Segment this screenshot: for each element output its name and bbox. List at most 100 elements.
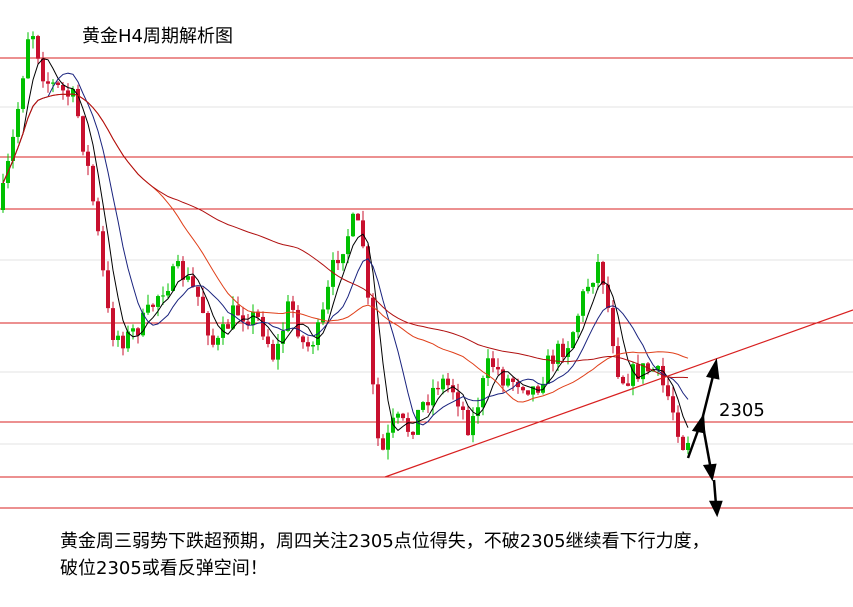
candle-body bbox=[466, 409, 470, 436]
candle-body bbox=[206, 313, 210, 336]
candle-body bbox=[296, 309, 300, 337]
candle-body bbox=[256, 311, 260, 317]
candle-body bbox=[346, 236, 350, 255]
candle-body bbox=[521, 387, 525, 391]
candle-body bbox=[451, 385, 455, 393]
candle-body bbox=[511, 378, 515, 382]
candle-body bbox=[56, 82, 60, 85]
candle-body bbox=[576, 315, 580, 333]
arrows bbox=[686, 358, 723, 518]
candle-body bbox=[616, 346, 620, 377]
candle-body bbox=[436, 387, 440, 390]
candle-body bbox=[91, 165, 95, 202]
candle-body bbox=[586, 286, 590, 292]
candle-body bbox=[251, 311, 255, 326]
candle-body bbox=[161, 295, 165, 297]
candle-body bbox=[551, 355, 555, 364]
candle-body bbox=[631, 364, 635, 386]
candle-body bbox=[376, 384, 380, 439]
candle-body bbox=[181, 261, 185, 280]
candle-body bbox=[476, 407, 480, 417]
candle-body bbox=[446, 378, 450, 386]
candle-body bbox=[556, 343, 560, 364]
candle-body bbox=[341, 254, 345, 264]
candle-body bbox=[101, 231, 105, 271]
candle-body bbox=[626, 383, 630, 386]
candle-body bbox=[1, 183, 5, 210]
candle-body bbox=[241, 315, 245, 322]
candle-body bbox=[76, 88, 80, 117]
candle-body bbox=[666, 385, 670, 397]
candle-body bbox=[461, 406, 465, 410]
candle-body bbox=[541, 383, 545, 393]
candle-body bbox=[431, 387, 435, 406]
candle-body bbox=[126, 331, 130, 349]
candle-body bbox=[96, 201, 100, 232]
candle-body bbox=[266, 336, 270, 345]
candle-body bbox=[196, 286, 200, 297]
candle-body bbox=[561, 343, 565, 358]
candle-body bbox=[596, 261, 600, 283]
candle-body bbox=[496, 366, 500, 370]
candle-body bbox=[186, 276, 190, 280]
candle-body bbox=[311, 344, 315, 347]
candle-body bbox=[291, 301, 295, 310]
candle-body bbox=[301, 336, 305, 343]
candle-body bbox=[406, 418, 410, 432]
footer-text: 破位2305或看反弹空间！ bbox=[60, 558, 268, 579]
candle-body bbox=[201, 296, 205, 314]
candle-body bbox=[351, 213, 355, 237]
candle-body bbox=[216, 337, 220, 345]
candle-body bbox=[121, 335, 125, 349]
candle-body bbox=[606, 284, 610, 309]
level-label: 2305 bbox=[719, 400, 765, 421]
candle-body bbox=[516, 381, 520, 388]
ma-line bbox=[2, 72, 689, 426]
candle-body bbox=[41, 58, 45, 82]
candle-body bbox=[81, 116, 85, 152]
ma-line bbox=[2, 93, 689, 379]
candle-body bbox=[381, 438, 385, 450]
candle-body bbox=[156, 296, 160, 307]
candle-body bbox=[176, 261, 180, 267]
candle-body bbox=[131, 328, 135, 332]
candle-body bbox=[526, 390, 530, 395]
trend-line bbox=[384, 309, 853, 478]
candle-body bbox=[686, 442, 690, 450]
candle-body bbox=[591, 282, 595, 287]
candle-body bbox=[531, 386, 535, 395]
candle-body bbox=[636, 364, 640, 380]
candle-body bbox=[546, 355, 550, 384]
candle-body bbox=[641, 363, 645, 380]
candle-body bbox=[211, 335, 215, 345]
candle-body bbox=[536, 386, 540, 393]
candle-body bbox=[106, 270, 110, 309]
candle-body bbox=[261, 316, 265, 337]
candle-body bbox=[361, 220, 365, 247]
ma-line bbox=[2, 58, 689, 432]
candle-body bbox=[286, 301, 290, 331]
candle-body bbox=[31, 36, 35, 40]
candle-body bbox=[171, 266, 175, 291]
candle-body bbox=[236, 305, 240, 316]
candle-body bbox=[491, 358, 495, 367]
candle-body bbox=[421, 402, 425, 410]
candle-body bbox=[481, 378, 485, 408]
candle-body bbox=[16, 108, 20, 137]
candle-body bbox=[566, 348, 570, 358]
candle-body bbox=[366, 246, 370, 298]
candle-body bbox=[681, 436, 685, 450]
footer-text: 黄金周三弱势下跌超预期，周四关注2305点位得失，不破2305继续看下行力度， bbox=[60, 531, 710, 552]
candle-body bbox=[11, 136, 15, 161]
candle-body bbox=[21, 78, 25, 109]
candle-body bbox=[61, 84, 65, 91]
grid bbox=[0, 106, 853, 445]
candle-body bbox=[36, 36, 40, 59]
candle-body bbox=[601, 261, 605, 285]
candle-body bbox=[86, 151, 90, 166]
candle-body bbox=[386, 432, 390, 450]
moving-averages bbox=[2, 58, 689, 432]
candle-body bbox=[396, 413, 400, 418]
